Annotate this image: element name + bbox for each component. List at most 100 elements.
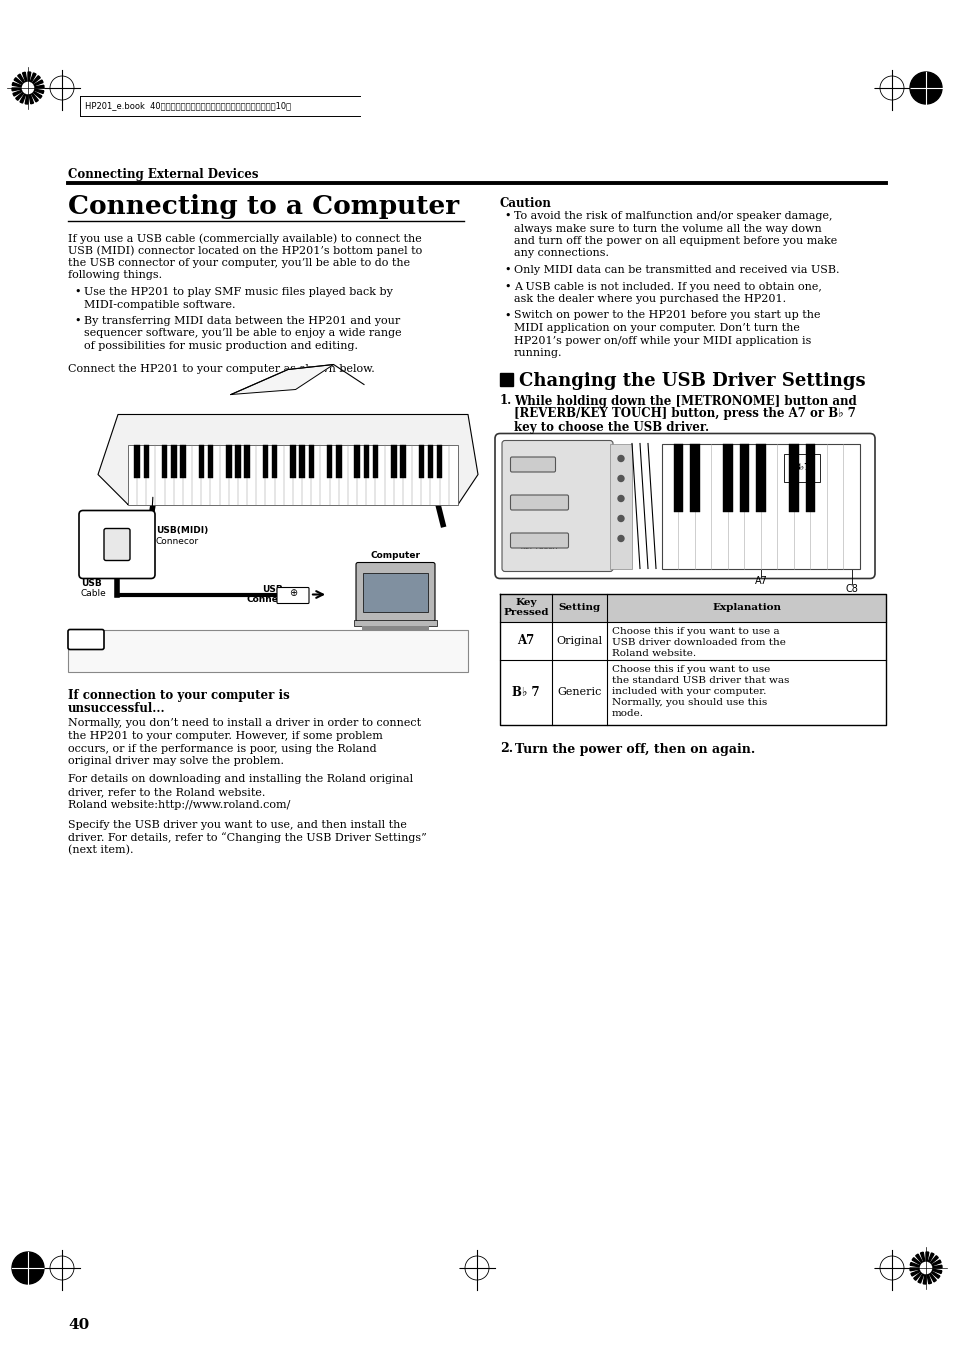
Text: Caution: Caution	[499, 197, 551, 209]
Text: By transferring MIDI data between the HP201 and your: By transferring MIDI data between the HP…	[84, 316, 400, 326]
Text: USB: USB	[262, 585, 283, 593]
Text: A USB cable is not included. If you need to obtain one,: A USB cable is not included. If you need…	[514, 281, 821, 292]
Text: ⊕: ⊕	[289, 589, 296, 598]
Bar	[373, 444, 377, 477]
Text: If you use a USB cable (commercially available) to connect the: If you use a USB cable (commercially ava…	[68, 232, 421, 243]
Wedge shape	[16, 88, 28, 100]
Text: Refer to the Roland website for system requirements.: Refer to the Roland website for system r…	[106, 643, 388, 653]
Wedge shape	[28, 88, 44, 93]
Circle shape	[920, 1262, 931, 1274]
Text: the USB connector of your computer, you’ll be able to do the: the USB connector of your computer, you’…	[68, 258, 410, 267]
Text: If connection to your computer is: If connection to your computer is	[68, 689, 290, 703]
Text: Computer: Computer	[370, 551, 420, 561]
Bar	[400, 444, 405, 477]
Text: •: •	[503, 265, 510, 276]
Bar	[722, 443, 732, 512]
Bar	[427, 444, 433, 477]
Text: running.: running.	[514, 349, 562, 358]
Bar	[689, 443, 700, 512]
Text: A7: A7	[754, 577, 766, 586]
Bar	[226, 444, 232, 477]
Text: REVERB /
KEY TOUCH: REVERB / KEY TOUCH	[520, 539, 558, 550]
Wedge shape	[925, 1266, 941, 1269]
Text: To avoid the risk of malfunction and/or speaker damage,: To avoid the risk of malfunction and/or …	[514, 211, 832, 222]
Text: Normally, you don’t need to install a driver in order to connect: Normally, you don’t need to install a dr…	[68, 719, 420, 728]
Circle shape	[618, 496, 623, 501]
FancyBboxPatch shape	[79, 511, 154, 578]
FancyBboxPatch shape	[510, 534, 568, 549]
Text: Cable: Cable	[81, 589, 107, 598]
Bar	[499, 659, 885, 724]
Bar	[355, 444, 359, 477]
Bar	[436, 444, 442, 477]
Bar	[290, 444, 295, 477]
Text: Connecor: Connecor	[156, 536, 199, 546]
Text: Roland website:http://www.roland.com/: Roland website:http://www.roland.com/	[68, 800, 290, 809]
Text: •: •	[503, 311, 510, 320]
Text: Switch on power to the HP201 before you start up the: Switch on power to the HP201 before you …	[514, 311, 820, 320]
Text: occurs, or if the performance is poor, using the Roland: occurs, or if the performance is poor, u…	[68, 743, 376, 754]
Text: Turn the power off, then on again.: Turn the power off, then on again.	[515, 743, 755, 755]
Wedge shape	[920, 1252, 925, 1269]
Text: HP201’s power on/off while your MIDI application is: HP201’s power on/off while your MIDI app…	[514, 335, 810, 346]
Bar	[609, 443, 631, 569]
Text: Choose this if you want to use
the standard USB driver that was
included with yo: Choose this if you want to use the stand…	[612, 665, 788, 717]
Wedge shape	[925, 1269, 941, 1274]
Bar	[128, 444, 457, 504]
Text: and turn off the power on all equipment before you make: and turn off the power on all equipment …	[514, 236, 837, 246]
Bar	[208, 444, 213, 477]
Text: following things.: following things.	[68, 270, 162, 281]
Bar	[144, 444, 149, 477]
Polygon shape	[98, 415, 477, 504]
Bar	[499, 593, 885, 621]
Polygon shape	[231, 365, 334, 394]
Circle shape	[22, 82, 33, 93]
Wedge shape	[925, 1260, 940, 1269]
Text: While holding down the [METRONOME] button and: While holding down the [METRONOME] butto…	[514, 394, 856, 408]
Wedge shape	[909, 1263, 925, 1269]
Text: Specify the USB driver you want to use, and then install the: Specify the USB driver you want to use, …	[68, 820, 406, 830]
Bar	[756, 443, 765, 512]
Wedge shape	[925, 1255, 937, 1269]
Wedge shape	[25, 88, 28, 104]
Wedge shape	[909, 1269, 925, 1271]
FancyBboxPatch shape	[510, 494, 568, 509]
Text: Connecting to a Computer: Connecting to a Computer	[68, 195, 458, 219]
Wedge shape	[925, 1269, 935, 1282]
Bar	[134, 444, 140, 477]
Circle shape	[12, 1252, 44, 1283]
Text: Changing the USB Driver Settings: Changing the USB Driver Settings	[518, 373, 864, 390]
Text: unsuccessful...: unsuccessful...	[68, 703, 166, 716]
Wedge shape	[28, 88, 33, 104]
Bar	[499, 621, 885, 659]
Wedge shape	[915, 1254, 925, 1269]
Text: Key
Pressed: Key Pressed	[503, 597, 548, 617]
Text: Roland website: http://www.roland.com/: Roland website: http://www.roland.com/	[106, 657, 317, 666]
Text: Use the HP201 to play SMF music files played back by: Use the HP201 to play SMF music files pl…	[84, 286, 393, 297]
Text: MEMO: MEMO	[72, 639, 99, 648]
Text: Choose this if you want to use a
USB driver downloaded from the
Roland website.: Choose this if you want to use a USB dri…	[612, 627, 785, 658]
Bar	[804, 443, 815, 512]
Text: •: •	[74, 286, 80, 297]
Bar	[363, 573, 428, 612]
FancyBboxPatch shape	[355, 562, 435, 621]
Wedge shape	[28, 73, 36, 88]
Wedge shape	[23, 72, 28, 88]
FancyBboxPatch shape	[501, 440, 613, 571]
Wedge shape	[925, 1269, 939, 1278]
FancyBboxPatch shape	[68, 630, 468, 671]
Bar	[363, 444, 369, 477]
Bar	[418, 444, 424, 477]
Text: SONG: SONG	[523, 463, 541, 469]
Text: 1.: 1.	[499, 394, 512, 408]
Wedge shape	[20, 88, 28, 103]
Circle shape	[618, 455, 623, 462]
Wedge shape	[12, 82, 28, 88]
Text: any connections.: any connections.	[514, 249, 608, 258]
Text: Connecting External Devices: Connecting External Devices	[68, 168, 258, 181]
Wedge shape	[911, 1258, 925, 1269]
Wedge shape	[28, 85, 44, 88]
Text: •: •	[503, 281, 510, 292]
Wedge shape	[925, 1269, 930, 1283]
Text: 2.: 2.	[499, 743, 513, 755]
